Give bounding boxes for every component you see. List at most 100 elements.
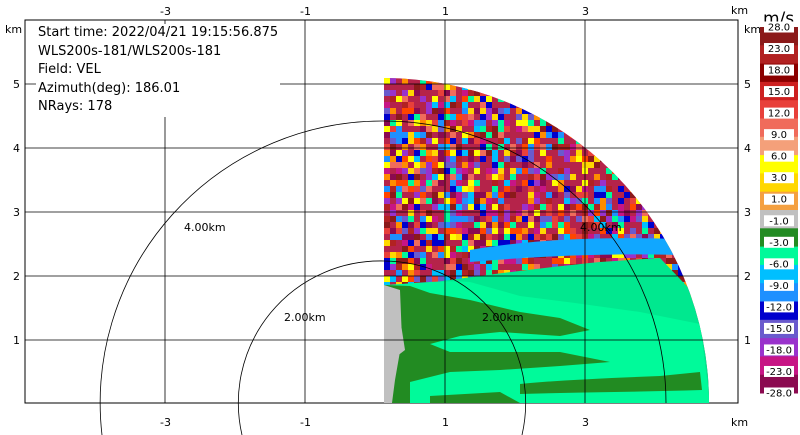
speckle-cell: [408, 180, 414, 186]
speckle-cell: [384, 90, 390, 96]
speckle-cell: [618, 198, 624, 204]
speckle-cell: [384, 120, 390, 126]
speckle-cell: [474, 240, 480, 246]
speckle-cell: [432, 108, 438, 114]
speckle-cell: [414, 186, 420, 192]
speckle-cell: [510, 150, 516, 156]
speckle-cell: [570, 210, 576, 216]
speckle-cell: [492, 216, 498, 222]
speckle-cell: [468, 228, 474, 234]
speckle-cell: [432, 216, 438, 222]
speckle-cell: [450, 198, 456, 204]
speckle-cell: [402, 228, 408, 234]
speckle-cell: [456, 144, 462, 150]
speckle-cell: [444, 156, 450, 162]
speckle-cell: [456, 174, 462, 180]
speckle-cell: [462, 192, 468, 198]
speckle-cell: [480, 192, 486, 198]
speckle-cell: [480, 120, 486, 126]
speckle-cell: [678, 270, 684, 276]
speckle-cell: [462, 246, 468, 252]
speckle-cell: [558, 144, 564, 150]
speckle-cell: [420, 138, 426, 144]
speckle-cell: [396, 258, 402, 264]
speckle-cell: [516, 168, 522, 174]
speckle-cell: [438, 144, 444, 150]
speckle-cell: [438, 102, 444, 108]
speckle-cell: [396, 162, 402, 168]
speckle-cell: [444, 276, 450, 282]
speckle-cell: [384, 228, 390, 234]
speckle-cell: [504, 138, 510, 144]
speckle-cell: [450, 138, 456, 144]
speckle-cell: [558, 204, 564, 210]
speckle-cell: [462, 174, 468, 180]
speckle-cell: [480, 204, 486, 210]
speckle-cell: [600, 186, 606, 192]
speckle-cell: [432, 276, 438, 282]
speckle-cell: [426, 240, 432, 246]
colorbar-label: -23.0: [766, 367, 792, 378]
speckle-cell: [642, 228, 648, 234]
speckle-cell: [666, 252, 672, 258]
speckle-cell: [480, 240, 486, 246]
speckle-cell: [450, 186, 456, 192]
speckle-cell: [408, 210, 414, 216]
speckle-cell: [528, 216, 534, 222]
speckle-cell: [558, 132, 564, 138]
azimuth-text: Azimuth(deg): 186.01: [38, 80, 181, 96]
speckle-cell: [528, 258, 534, 264]
speckle-cell: [594, 204, 600, 210]
speckle-cell: [444, 192, 450, 198]
speckle-cell: [486, 258, 492, 264]
speckle-cell: [414, 108, 420, 114]
colorbar-label-bg: [764, 43, 794, 55]
speckle-cell: [636, 234, 642, 240]
speckle-cell: [522, 150, 528, 156]
speckle-cell: [606, 216, 612, 222]
speckle-cell: [450, 90, 456, 96]
speckle-cell: [570, 174, 576, 180]
speckle-cell: [606, 252, 612, 258]
speckle-cell: [588, 210, 594, 216]
speckle-cell: [654, 252, 660, 258]
speckle-cell: [630, 192, 636, 198]
speckle-cell: [552, 216, 558, 222]
speckle-cell: [420, 144, 426, 150]
speckle-cell: [426, 264, 432, 270]
speckle-cell: [618, 216, 624, 222]
speckle-cell: [528, 180, 534, 186]
speckle-cell: [444, 144, 450, 150]
speckle-cell: [426, 168, 432, 174]
speckle-cell: [390, 162, 396, 168]
speckle-cell: [420, 210, 426, 216]
speckle-cell: [474, 126, 480, 132]
speckle-cell: [480, 258, 486, 264]
speckle-cell: [498, 120, 504, 126]
speckle-cell: [480, 210, 486, 216]
speckle-cell: [630, 204, 636, 210]
speckle-cell: [546, 234, 552, 240]
speckle-cell: [492, 210, 498, 216]
speckle-cell: [534, 174, 540, 180]
speckle-cell: [570, 204, 576, 210]
speckle-cell: [480, 234, 486, 240]
speckle-cell: [390, 90, 396, 96]
speckle-cell: [450, 204, 456, 210]
speckle-cell: [438, 114, 444, 120]
speckle-cell: [426, 150, 432, 156]
speckle-cell: [396, 132, 402, 138]
colorbar-label-bg: [764, 215, 794, 227]
speckle-cell: [630, 228, 636, 234]
speckle-cell: [396, 186, 402, 192]
speckle-cell: [594, 156, 600, 162]
speckle-cell: [648, 252, 654, 258]
speckle-cell: [426, 210, 432, 216]
speckle-cell: [558, 150, 564, 156]
speckle-cell: [396, 252, 402, 258]
speckle-cell: [420, 126, 426, 132]
speckle-cell: [480, 126, 486, 132]
y-tick-right: 5: [744, 78, 751, 91]
speckle-cell: [528, 168, 534, 174]
